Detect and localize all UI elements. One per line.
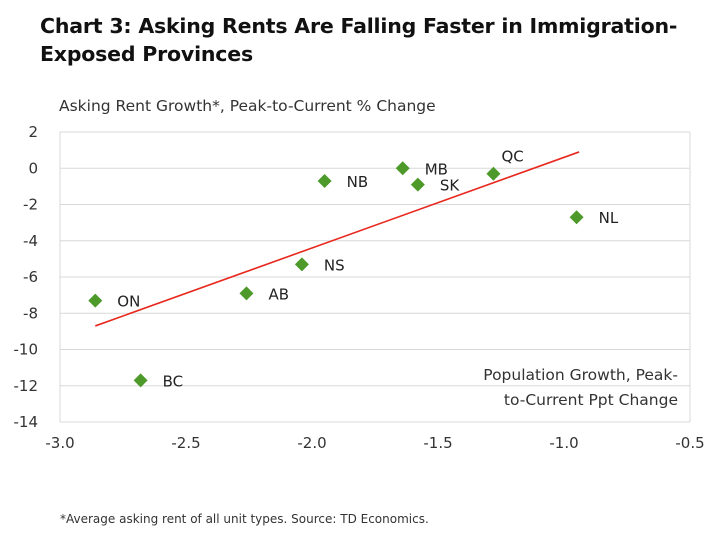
y-tick-label: -10: [14, 341, 39, 359]
chart-title: Chart 3: Asking Rents Are Falling Faster…: [40, 14, 678, 66]
data-points: [88, 161, 584, 388]
point-nb: [317, 173, 332, 188]
point-label-sk: SK: [440, 177, 461, 195]
x-tick-labels: -3.0 -2.5 -2.0 -1.5 -1.0 -0.5: [45, 434, 704, 452]
x-tick-label: -0.5: [675, 434, 704, 452]
y-tick-label: -6: [23, 268, 38, 286]
y-tick-label: -2: [23, 196, 38, 214]
point-label-ab: AB: [268, 285, 289, 303]
point-qc: [486, 166, 501, 181]
y-tick-label: 0: [28, 159, 38, 177]
y-tick-label: 2: [28, 123, 38, 141]
x-tick-label: -1.0: [549, 434, 578, 452]
point-ab: [239, 286, 254, 301]
point-label-nl: NL: [599, 209, 619, 227]
point-mb: [395, 161, 410, 176]
y-tick-label: -12: [14, 377, 39, 395]
y-tick-label: -4: [23, 232, 38, 250]
trendline: [95, 151, 580, 327]
trendline-group: [95, 151, 580, 327]
point-label-nb: NB: [347, 173, 369, 191]
point-label-qc: QC: [501, 148, 523, 166]
point-on: [88, 293, 103, 308]
x-axis-title-line-2: to-Current Ppt Change: [504, 391, 678, 409]
x-tick-label: -1.5: [423, 434, 452, 452]
y-tick-label: -14: [14, 413, 39, 431]
point-label-mb: MB: [425, 160, 448, 178]
point-label-on: ON: [117, 293, 140, 311]
x-axis-title-line-1: Population Growth, Peak-: [483, 366, 678, 384]
point-bc: [133, 373, 148, 388]
point-ns: [294, 257, 309, 272]
point-sk: [410, 177, 425, 192]
point-nl: [569, 210, 584, 225]
point-label-bc: BC: [163, 372, 184, 390]
x-tick-label: -2.5: [171, 434, 200, 452]
y-axis-title: Asking Rent Growth*, Peak-to-Current % C…: [59, 97, 436, 115]
gridlines: [59, 131, 691, 423]
footnote: *Average asking rent of all unit types. …: [60, 512, 429, 526]
y-tick-label: -8: [23, 304, 38, 322]
x-tick-label: -3.0: [45, 434, 74, 452]
y-tick-labels: 2 0 -2 -4 -6 -8 -10 -12 -14: [14, 123, 39, 431]
point-label-ns: NS: [324, 256, 345, 274]
x-tick-label: -2.0: [297, 434, 326, 452]
